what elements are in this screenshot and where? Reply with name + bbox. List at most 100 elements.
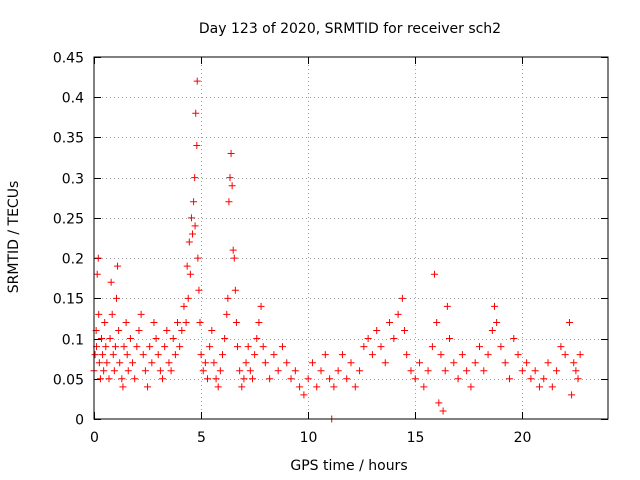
- data-point: [163, 327, 171, 335]
- data-point: [187, 214, 195, 222]
- data-point: [490, 302, 498, 310]
- data-point: [201, 359, 209, 367]
- data-point: [184, 294, 192, 302]
- data-point: [135, 327, 143, 335]
- data-point: [195, 286, 203, 294]
- data-point: [233, 343, 241, 351]
- data-point: [131, 375, 139, 383]
- data-point: [101, 318, 109, 326]
- data-point: [180, 302, 188, 310]
- data-point: [458, 351, 466, 359]
- data-point: [197, 351, 205, 359]
- data-point: [330, 383, 338, 391]
- data-point: [480, 367, 488, 375]
- data-point: [186, 270, 194, 278]
- data-point: [137, 310, 145, 318]
- data-point: [123, 351, 131, 359]
- data-point: [343, 375, 351, 383]
- grid: [94, 57, 608, 419]
- data-point: [169, 335, 177, 343]
- y-tick-label: 0.45: [53, 51, 84, 67]
- data-point: [467, 383, 475, 391]
- x-tick-label: 0: [90, 430, 99, 446]
- plot-frame: [93, 56, 609, 420]
- data-point: [165, 359, 173, 367]
- data-point: [114, 262, 122, 270]
- data-point: [95, 310, 103, 318]
- data-point: [540, 375, 548, 383]
- data-point: [570, 359, 578, 367]
- data-point: [266, 375, 274, 383]
- data-point: [204, 375, 212, 383]
- data-point: [221, 335, 229, 343]
- data-point: [190, 198, 198, 206]
- data-point: [107, 278, 115, 286]
- data-point: [183, 262, 191, 270]
- data-point: [257, 302, 265, 310]
- data-point: [317, 367, 325, 375]
- y-tick-label: 0.3: [62, 172, 84, 188]
- data-point: [178, 327, 186, 335]
- data-point: [248, 375, 256, 383]
- data-point: [553, 367, 561, 375]
- data-point: [253, 335, 261, 343]
- data-point: [224, 294, 232, 302]
- data-point: [185, 238, 193, 246]
- data-point: [565, 318, 573, 326]
- data-point: [219, 351, 226, 359]
- axis-ticks: 0 0.05 0.1 0.15 0.2 0.25 0.3 0.35 0.4 0.45 0 5 10 15 2…: [53, 51, 608, 446]
- data-point: [210, 359, 218, 367]
- data-point: [115, 327, 123, 335]
- data-point: [386, 318, 394, 326]
- data-point: [428, 343, 436, 351]
- data-point: [95, 359, 103, 367]
- data-point: [240, 375, 248, 383]
- data-point: [231, 286, 239, 294]
- data-point: [230, 254, 238, 262]
- data-point: [308, 359, 316, 367]
- data-point: [120, 343, 128, 351]
- data-point: [148, 359, 156, 367]
- data-point: [433, 318, 441, 326]
- data-point: [505, 375, 513, 383]
- data-point: [476, 343, 483, 351]
- y-tick-label: 0.4: [62, 91, 84, 107]
- data-point: [568, 391, 576, 399]
- data-point: [439, 407, 447, 415]
- data-point: [99, 351, 107, 359]
- data-point: [228, 182, 236, 190]
- data-point: [96, 375, 104, 383]
- data-point: [437, 351, 445, 359]
- data-point: [146, 343, 154, 351]
- data-point: [119, 383, 127, 391]
- y-tick-label: 0.25: [53, 212, 84, 228]
- data-point: [351, 383, 359, 391]
- data-point: [454, 375, 462, 383]
- data-point: [278, 343, 286, 351]
- data-point: [152, 335, 160, 343]
- data-point: [313, 383, 321, 391]
- data-point: [338, 351, 346, 359]
- data-point: [102, 343, 110, 351]
- data-point: [133, 343, 141, 351]
- data-point: [199, 367, 207, 375]
- data-point: [356, 367, 364, 375]
- data-point: [304, 375, 312, 383]
- data-point: [424, 367, 432, 375]
- data-point: [574, 375, 582, 383]
- data-point: [441, 367, 449, 375]
- data-point: [111, 343, 119, 351]
- data-point: [225, 198, 233, 206]
- x-tick-label: 20: [514, 430, 532, 446]
- data-point: [94, 254, 102, 262]
- data-point: [161, 343, 169, 351]
- data-point: [270, 351, 278, 359]
- data-point: [493, 318, 501, 326]
- data-point: [261, 359, 269, 367]
- data-points: [90, 77, 584, 423]
- data-point: [122, 318, 130, 326]
- data-point: [431, 270, 439, 278]
- data-point: [167, 367, 175, 375]
- data-point: [300, 391, 308, 399]
